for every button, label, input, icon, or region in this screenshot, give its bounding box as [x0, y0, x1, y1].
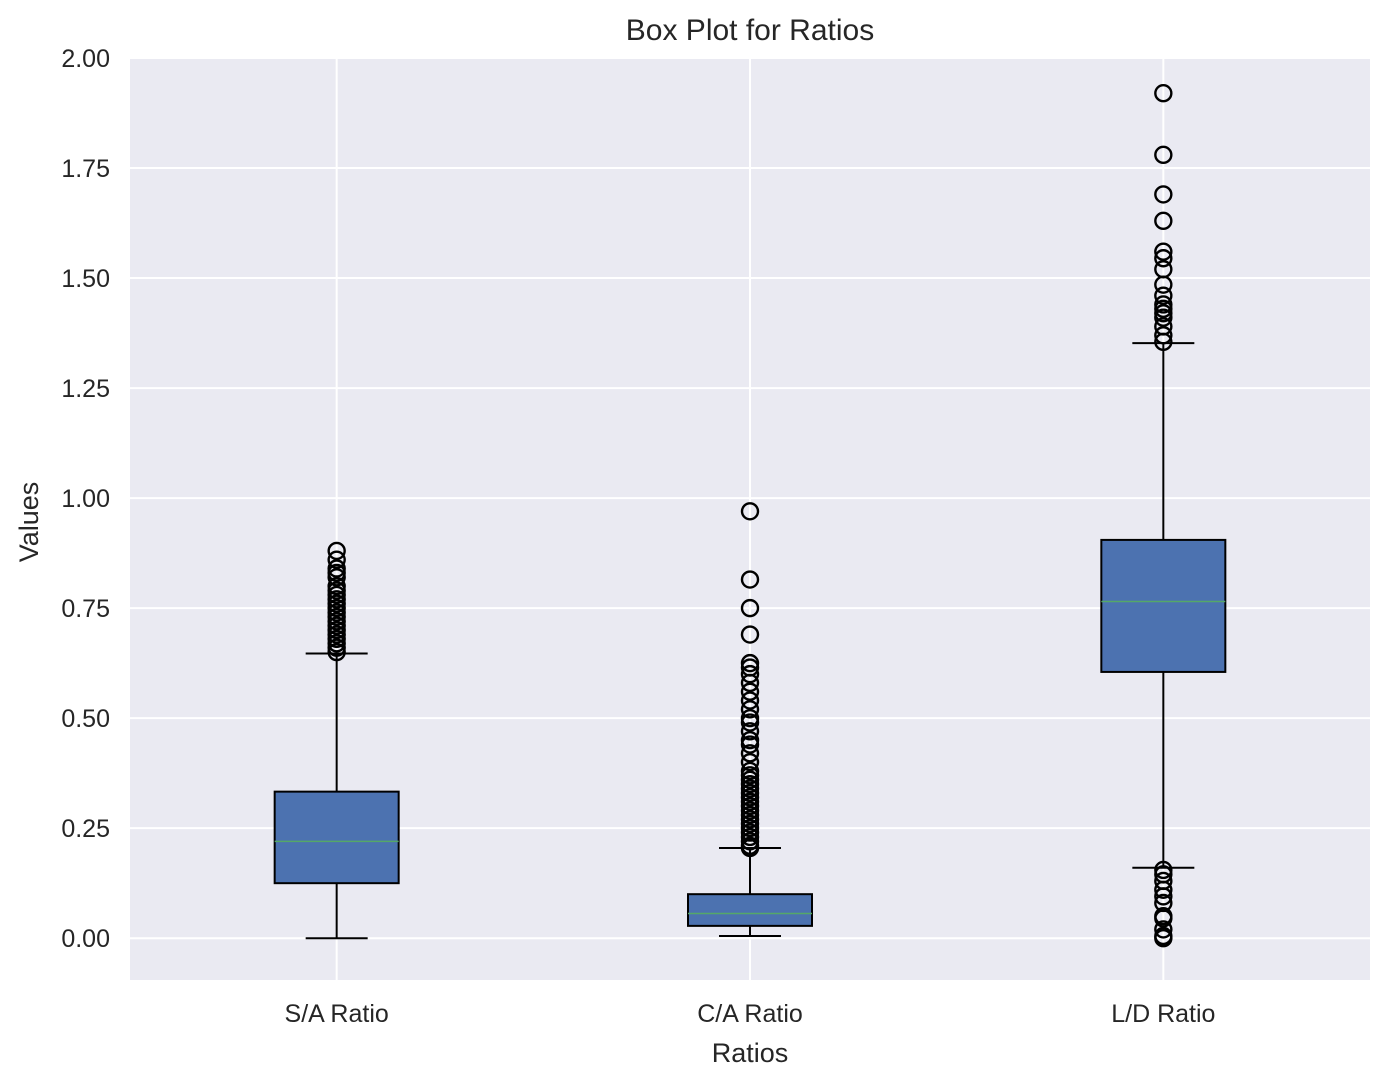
outlier-point	[740, 598, 760, 618]
y-tick-label: 0.00	[61, 925, 110, 953]
box-group-2	[1100, 84, 1227, 948]
box-group-1	[687, 502, 813, 937]
x-axis-ticks: S/A Ratio C/A Ratio L/D Ratio	[285, 1000, 1216, 1028]
outlier-point	[1154, 860, 1173, 880]
box-group-0	[273, 541, 400, 940]
y-tick-label: 1.00	[61, 485, 110, 513]
outlier-point	[327, 550, 346, 569]
outlier-point	[740, 708, 760, 728]
x-tick-label: S/A Ratio	[285, 1000, 389, 1028]
outlier-point	[1154, 242, 1173, 261]
box-series	[273, 84, 1227, 948]
outlier-point	[740, 502, 760, 521]
y-tick-label: 1.50	[61, 265, 110, 293]
outlier-point	[1154, 871, 1173, 891]
y-tick-label: 1.25	[61, 375, 110, 403]
y-axis-ticks: 0.00 0.25 0.50 0.75 1.00 1.25 1.50 1.75 2.00	[61, 45, 110, 953]
outlier-point	[1154, 926, 1173, 946]
x-axis-label: Ratios	[712, 1038, 789, 1068]
outlier-point	[1154, 249, 1173, 268]
y-tick-label: 0.75	[61, 595, 110, 623]
outlier-point	[740, 730, 760, 750]
outlier-point	[1154, 920, 1173, 939]
x-tick-label: C/A Ratio	[697, 1000, 803, 1028]
y-tick-label: 1.75	[61, 155, 110, 183]
outlier-point	[740, 722, 760, 741]
y-tick-label: 0.50	[61, 705, 110, 733]
outlier-point	[327, 559, 346, 578]
outlier-point	[1154, 211, 1173, 231]
outlier-point	[740, 625, 760, 644]
x-tick-label: L/D Ratio	[1111, 1000, 1215, 1028]
outlier-point	[1154, 260, 1173, 279]
outlier-point	[740, 653, 760, 673]
outlier-point	[1154, 317, 1173, 336]
outlier-point	[1154, 84, 1173, 103]
outlier-point	[1154, 185, 1173, 204]
outlier-point	[1154, 295, 1173, 314]
outlier-point	[1154, 906, 1173, 926]
outlier-point	[740, 570, 760, 589]
outlier-point	[740, 691, 760, 710]
outlier-point	[327, 576, 346, 596]
outlier-point	[1154, 286, 1173, 305]
iqr-box	[1100, 538, 1227, 673]
outlier-point	[740, 752, 760, 772]
outlier-point	[1154, 145, 1173, 165]
iqr-box	[273, 790, 400, 885]
outlier-point	[740, 761, 760, 781]
y-tick-label: 2.00	[61, 45, 110, 73]
outlier-point	[1154, 326, 1173, 345]
outlier-point	[740, 744, 760, 763]
y-axis-label: Values	[14, 482, 44, 563]
outlier-point	[740, 700, 760, 719]
outlier-point	[740, 682, 760, 701]
outlier-point	[1154, 893, 1173, 913]
y-tick-label: 0.25	[61, 815, 110, 843]
chart-title: Box Plot for Ratios	[626, 14, 874, 47]
iqr-box	[687, 893, 813, 927]
outlier-point	[740, 664, 760, 684]
outlier-point	[327, 541, 346, 561]
